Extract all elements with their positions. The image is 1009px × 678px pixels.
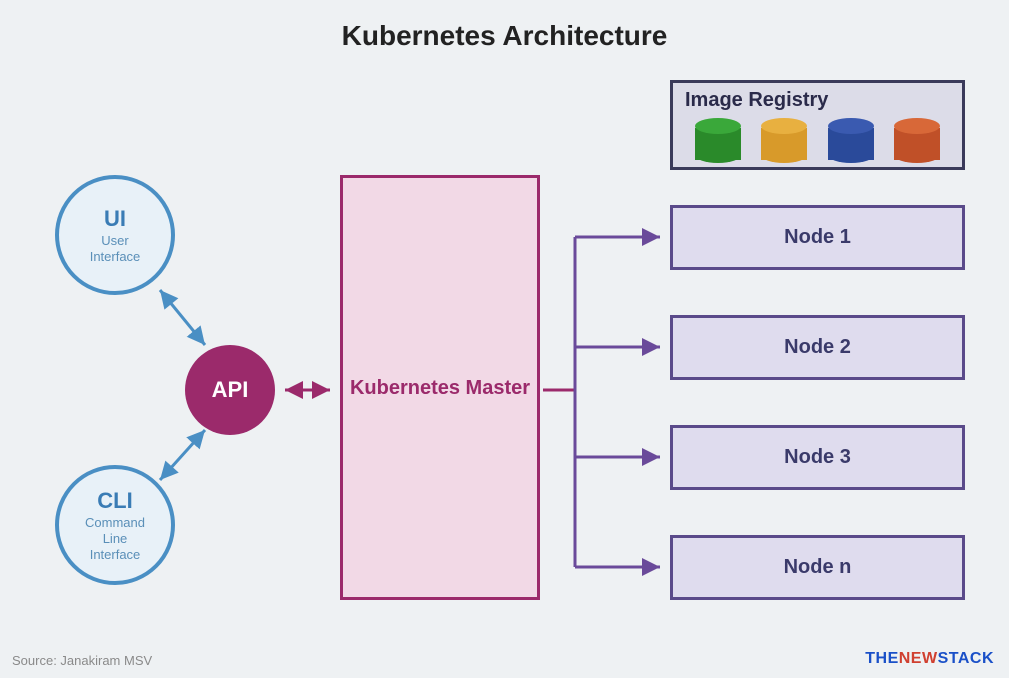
- registry-box: Image Registry: [670, 80, 965, 170]
- registry-cylinder: [695, 118, 741, 160]
- registry-cylinder: [894, 118, 940, 160]
- node-box: Node 1: [670, 205, 965, 270]
- diagram-title: Kubernetes Architecture: [0, 20, 1009, 52]
- node-box: Node 2: [670, 315, 965, 380]
- ui-label: UI: [104, 206, 126, 232]
- master-box: Kubernetes Master: [340, 175, 540, 600]
- registry-label: Image Registry: [685, 89, 950, 112]
- ui-sub1: User: [101, 234, 128, 248]
- cli-sub2: Line: [103, 532, 128, 546]
- node-box: Node 3: [670, 425, 965, 490]
- ui-circle: UI User Interface: [55, 175, 175, 295]
- api-label: API: [212, 377, 249, 403]
- node-label: Node n: [784, 556, 852, 579]
- node-box: Node n: [670, 535, 965, 600]
- node-label: Node 3: [784, 446, 851, 469]
- master-label: Kubernetes Master: [350, 376, 530, 400]
- cli-circle: CLI Command Line Interface: [55, 465, 175, 585]
- node-label: Node 1: [784, 226, 851, 249]
- source-text: Source: Janakiram MSV: [12, 653, 152, 668]
- brand-logo: THENEWSTACK: [865, 650, 994, 668]
- node-label: Node 2: [784, 336, 851, 359]
- registry-cylinder: [828, 118, 874, 160]
- cli-sub1: Command: [85, 516, 145, 530]
- brand-part2: NEW: [899, 650, 938, 667]
- cli-sub3: Interface: [90, 548, 141, 562]
- brand-part1: THE: [865, 650, 899, 667]
- registry-cylinder: [761, 118, 807, 160]
- ui-sub2: Interface: [90, 250, 141, 264]
- brand-part3: STACK: [938, 650, 994, 667]
- registry-cylinders: [685, 118, 950, 160]
- api-circle: API: [185, 345, 275, 435]
- cli-label: CLI: [97, 488, 132, 514]
